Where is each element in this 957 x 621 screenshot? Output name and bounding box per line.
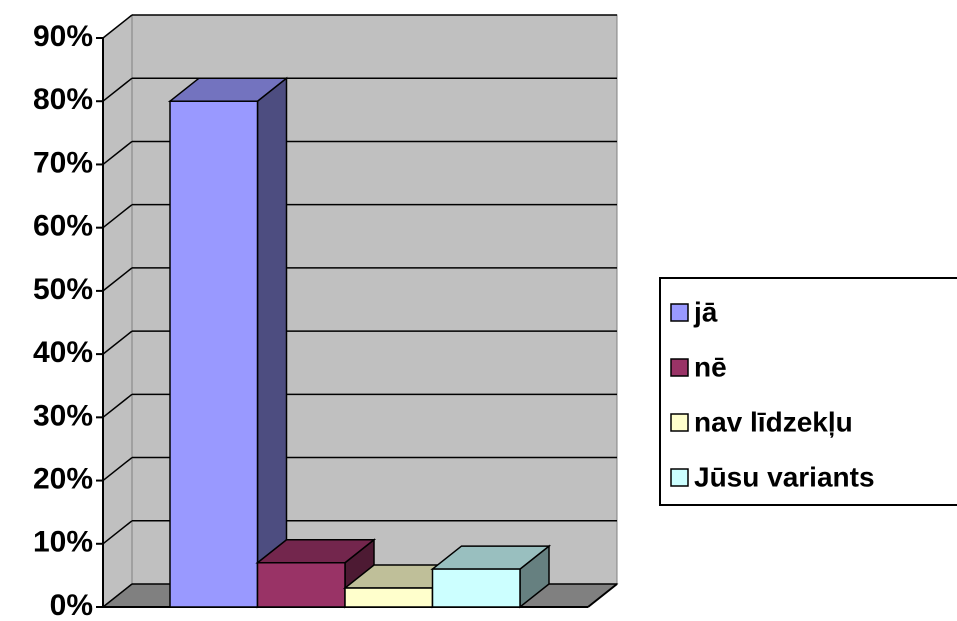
side-wall [102,13,133,609]
grid-line [102,583,133,608]
x-axis-depth [587,583,618,608]
y-tick-label: 70% [33,146,93,179]
bar [256,561,346,608]
grid-line [102,393,133,418]
y-tick-label: 10% [33,526,93,559]
legend-box [659,277,957,506]
legend-label: nav līdzekļu [694,406,853,437]
legend-swatch [670,303,689,322]
bar [169,100,259,608]
grid-line [102,14,133,39]
legend-label: Jūsu variants [694,461,875,492]
y-tick-label: 60% [33,210,93,243]
grid-line [102,456,133,482]
y-tick-label: 80% [33,83,93,116]
legend-label: jā [693,296,718,327]
bar [344,587,434,608]
y-tick-label: 50% [33,273,93,306]
bar-side [256,76,288,609]
grid-line [102,140,133,166]
grid-line [102,77,133,102]
y-tick-label: 0% [50,589,93,621]
grid-line [102,520,133,545]
legend-swatch [670,358,689,377]
y-tick-label: 90% [33,20,93,53]
grid-line [102,330,133,355]
legend-label: nē [694,351,727,382]
y-tick-label: 40% [33,336,93,369]
grid-line [102,204,133,229]
grid-line [102,267,133,292]
y-tick-label: 20% [33,462,93,495]
legend-swatch [670,413,689,432]
bar [431,568,521,608]
legend-swatch [670,468,689,487]
y-tick-label: 30% [33,399,93,432]
